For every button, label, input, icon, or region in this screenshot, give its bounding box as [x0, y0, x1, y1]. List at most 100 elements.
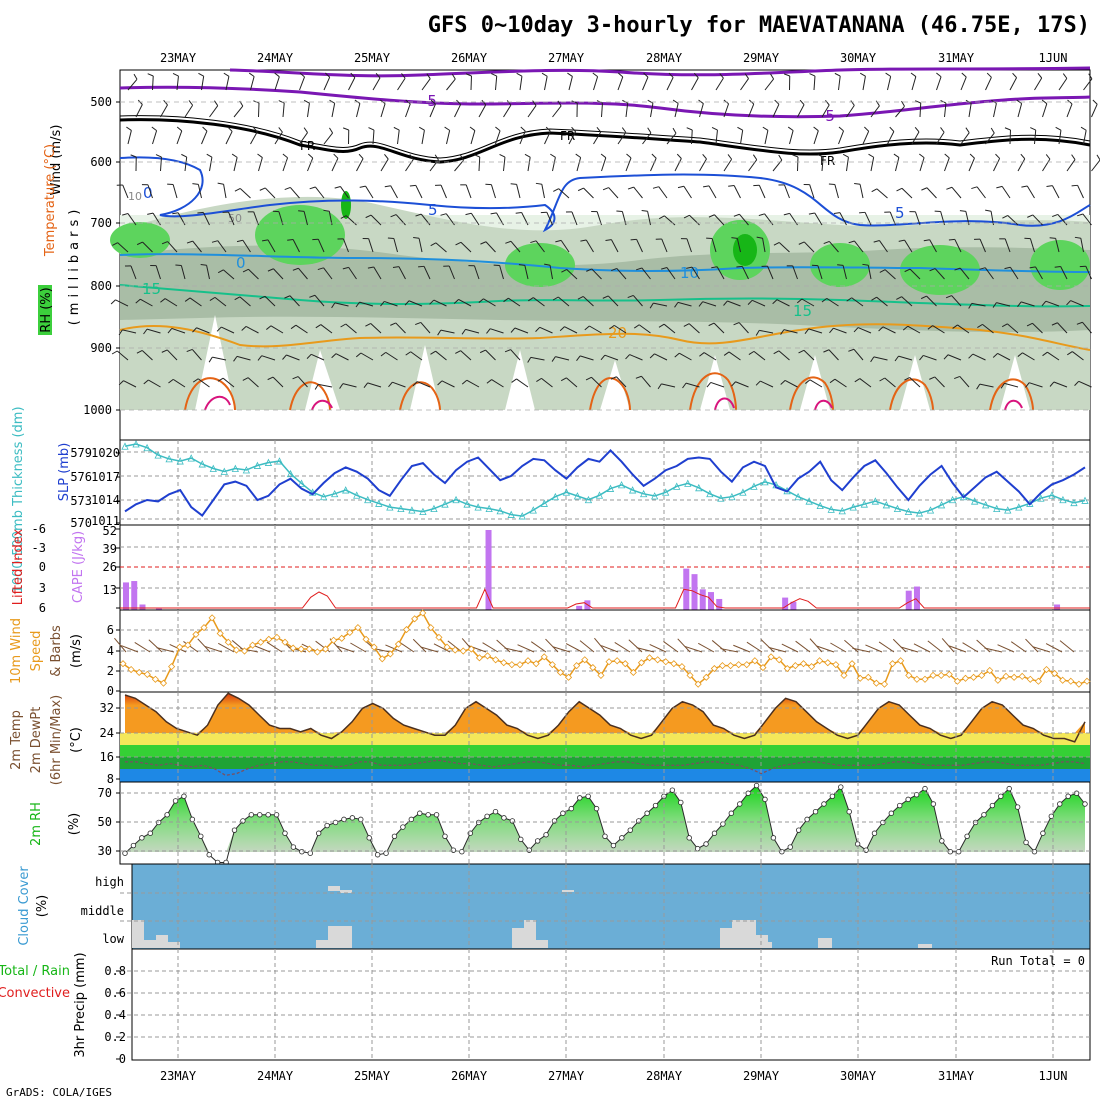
contour-label: FR: [300, 139, 315, 153]
wind-barb: [767, 265, 774, 280]
wind-barb: [440, 329, 455, 334]
rh2m-marker: [1057, 801, 1063, 807]
wind-barb: [514, 327, 529, 334]
wind-barb: [772, 104, 780, 118]
wind-barb-flag: [894, 355, 899, 362]
wind-barb: [416, 381, 431, 388]
y-tick-label: -3: [32, 541, 46, 555]
wind10-barb: [997, 644, 1015, 653]
wind-barb-flag: [658, 215, 665, 220]
wind-barb: [171, 327, 186, 334]
cape-bar: [707, 592, 714, 610]
wind-barb: [1026, 185, 1035, 199]
wind-barb-flag: [486, 328, 491, 334]
thickness-marker: [165, 454, 173, 463]
wind-barb: [979, 383, 994, 388]
wind-barb-flag: [833, 212, 840, 214]
wind-barb: [715, 130, 718, 145]
rh2m-marker: [913, 792, 920, 798]
wind-barb: [342, 383, 357, 388]
wind-barb-flag: [609, 324, 615, 330]
wind10-marker: [232, 646, 240, 654]
rh2m-marker: [652, 802, 659, 809]
wind-barb-flag: [627, 186, 634, 190]
wind-barb: [954, 239, 962, 253]
wind-barb: [1080, 238, 1084, 253]
wind-barb: [510, 349, 521, 361]
top-date-label: 25MAY: [354, 51, 391, 65]
wind-barb: [184, 157, 188, 172]
wind-barb-flag: [674, 302, 679, 308]
ylabel-wind10-d: (m/s): [69, 634, 84, 668]
wind-barb-flag: [315, 324, 322, 329]
wind-barb-flag: [915, 100, 921, 104]
wind-barb: [127, 130, 132, 145]
wind-barb-flag: [965, 127, 970, 133]
thickness-marker: [1037, 494, 1045, 502]
wind10-marker: [297, 645, 305, 653]
wind-barb-flag: [783, 212, 790, 216]
upper-air-panel: -5 -5 FR FR FR 0 5 5 0 10 15 15 20 10 50…: [83, 66, 1100, 441]
wind10-barb: [156, 647, 175, 653]
wind-barb-flag: [1067, 351, 1073, 356]
wind-barb-flag: [672, 99, 679, 104]
wind-barb-flag: [303, 127, 308, 133]
wind-barb-flag: [1020, 153, 1026, 160]
rh2m-marker: [888, 810, 895, 816]
wind-barb-flag: [340, 215, 347, 219]
wind-barb-flag: [834, 72, 841, 77]
wind-barb-flag: [453, 299, 459, 304]
freezing-level-line: [119, 118, 1091, 164]
wind-barb-flag: [774, 99, 780, 105]
rh2m-marker: [181, 793, 187, 800]
wind10-marker: [937, 671, 945, 679]
wind-barb: [331, 158, 339, 172]
wind-barb: [703, 352, 717, 361]
wind-barb: [533, 297, 545, 307]
wind-barb: [1035, 266, 1043, 280]
wind-barb-flag: [298, 210, 305, 212]
wind-barb-flag: [510, 183, 517, 185]
wind-barb-flag: [829, 378, 836, 384]
wind-barb-flag: [985, 209, 992, 212]
ylabel-cloud-b: (%): [35, 895, 50, 918]
rh2m-marker: [391, 833, 398, 840]
wind-barb: [385, 351, 398, 361]
wind-barb: [1051, 185, 1060, 199]
wind-barb-flag: [168, 378, 174, 384]
wind-barb-flag: [1051, 322, 1058, 326]
thickness-marker: [904, 507, 913, 515]
wind10-marker: [224, 638, 232, 646]
wind10-marker: [775, 656, 783, 664]
wind-barb: [1045, 300, 1060, 307]
wind-barb: [410, 351, 423, 361]
wind-barb-flag: [853, 327, 859, 333]
wind-barb: [801, 298, 815, 307]
slp-series-line: [124, 448, 1086, 518]
wind-barb: [762, 238, 766, 253]
wind10-marker: [370, 643, 378, 651]
wind10-marker: [1083, 677, 1091, 685]
wind-barb: [666, 132, 677, 145]
wind-barb: [909, 377, 921, 388]
wind-barb: [117, 242, 129, 253]
wind-barb: [236, 355, 251, 361]
rh2m-marker: [964, 833, 970, 840]
rh2m-marker: [139, 835, 145, 841]
wind-barb: [343, 238, 349, 253]
thickness-marker: [882, 501, 891, 509]
rh2m-marker: [383, 850, 389, 856]
wind-barb-flag: [559, 326, 565, 332]
wind-barb: [1057, 322, 1068, 334]
wind-barb: [503, 157, 506, 172]
thickness-marker: [231, 464, 239, 472]
wind-barb-flag: [862, 263, 869, 266]
wind-barb: [911, 76, 917, 91]
wind10-barb: [266, 641, 283, 653]
wind-barb: [960, 132, 970, 145]
wind-barb-flag: [192, 378, 199, 383]
rh2m-marker: [551, 818, 558, 824]
ylabel-temp-b: 2m DewPt: [29, 707, 44, 774]
wind-barb-flag: [878, 326, 884, 332]
wind-barb-flag: [307, 153, 314, 159]
